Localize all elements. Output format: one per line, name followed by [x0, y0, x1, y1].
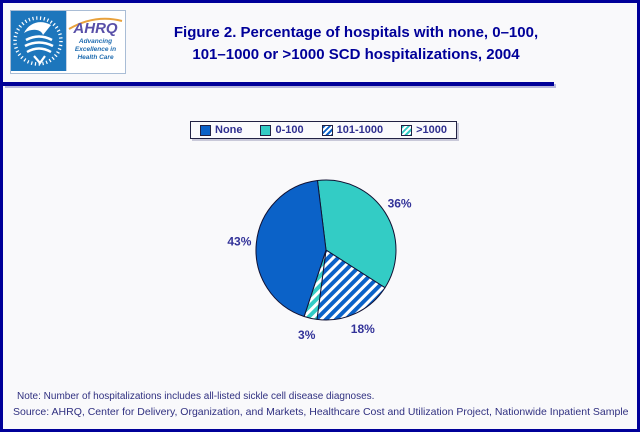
pie-percent-label->1000: 3%: [298, 328, 316, 342]
source-text: Source: AHRQ, Center for Delivery, Organ…: [13, 406, 629, 418]
legend-label-101-1000: 101-1000: [336, 124, 384, 136]
legend-item-gt1000: >1000: [401, 124, 447, 136]
pie-slice-0-100: [316, 179, 397, 289]
figure-title-line2: 101–1000 or >1000 SCD hospitalizations, …: [192, 46, 520, 63]
note-text: Note: Number of hospitalizations include…: [17, 391, 375, 402]
ahrq-logo: AHRQ Advancing Excellence in Health Care: [66, 11, 124, 71]
legend-item-0-100: 0-100: [260, 124, 304, 136]
ahrq-arc-icon: [68, 17, 123, 30]
tagline-line: Excellence in: [74, 46, 117, 53]
pie-slice-None: [255, 180, 327, 317]
figure-title-line1: Figure 2. Percentage of hospitals with n…: [173, 24, 539, 41]
header-divider: [3, 82, 554, 86]
legend-label-gt1000: >1000: [416, 124, 447, 136]
legend-swatch-none: [200, 124, 211, 136]
ahrq-wordmark: AHRQ: [73, 20, 118, 37]
pie-percent-label-None: 43%: [227, 235, 251, 249]
ahrq-hhs-logo: AHRQ Advancing Excellence in Health Care: [10, 10, 126, 74]
legend-label-0-100: 0-100: [275, 124, 304, 136]
tagline-line: Advancing: [78, 38, 113, 45]
hhs-eagle-icon: [11, 11, 66, 71]
legend-item-none: None: [200, 124, 243, 136]
tagline-line: Health Care: [77, 54, 114, 61]
pie-percent-label-101-1000: 18%: [351, 322, 375, 336]
legend-swatch-0-100: [260, 124, 272, 136]
chart-legend: None 0-100 101-1000 >1000: [190, 121, 457, 139]
legend-item-101-1000: 101-1000: [321, 124, 384, 136]
legend-swatch-101-1000: [321, 124, 333, 136]
pie-percent-label-0-100: 36%: [388, 197, 412, 211]
pie-slice-101-1000: [316, 249, 386, 321]
ahrq-tagline: Advancing Excellence in Health Care: [67, 38, 124, 62]
pie-chart: 36% 18% 3% 43%: [227, 179, 412, 342]
legend-swatch-gt1000: [401, 124, 413, 136]
legend-label-none: None: [215, 124, 243, 136]
figure-title: Figure 2. Percentage of hospitals with n…: [140, 22, 572, 66]
